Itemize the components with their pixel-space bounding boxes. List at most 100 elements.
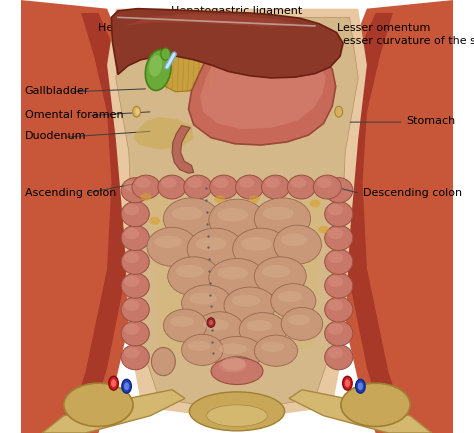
Ellipse shape [155,236,182,248]
Polygon shape [20,0,150,433]
Ellipse shape [124,252,139,263]
Ellipse shape [161,178,177,188]
Polygon shape [289,390,432,433]
Polygon shape [161,48,219,92]
Ellipse shape [313,175,341,199]
Ellipse shape [121,178,149,203]
Ellipse shape [335,106,343,117]
Ellipse shape [271,284,316,318]
Polygon shape [189,37,336,145]
Ellipse shape [187,178,202,188]
Polygon shape [73,13,137,411]
Ellipse shape [211,358,263,385]
Ellipse shape [209,259,265,297]
Ellipse shape [168,257,219,296]
Ellipse shape [345,379,350,387]
Text: Omental foramen: Omental foramen [25,110,123,120]
Ellipse shape [64,383,133,427]
Ellipse shape [158,175,186,199]
Ellipse shape [281,233,307,246]
Text: retracted: retracted [232,29,283,40]
Ellipse shape [249,195,260,203]
Polygon shape [42,390,185,433]
Polygon shape [116,17,358,411]
Ellipse shape [124,276,139,287]
Ellipse shape [241,237,272,251]
Ellipse shape [239,313,287,347]
Ellipse shape [317,178,332,188]
Ellipse shape [161,48,170,60]
Ellipse shape [274,225,321,264]
Ellipse shape [356,379,365,393]
Ellipse shape [232,295,260,307]
Ellipse shape [109,376,118,390]
Ellipse shape [325,297,353,322]
Ellipse shape [121,225,149,250]
Ellipse shape [343,376,352,390]
Ellipse shape [207,318,215,327]
Ellipse shape [111,379,116,387]
Ellipse shape [262,175,290,199]
Ellipse shape [124,204,139,215]
Ellipse shape [287,314,310,325]
Ellipse shape [209,199,265,241]
Text: Lesser curvature of the stomach: Lesser curvature of the stomach [337,36,474,46]
Polygon shape [172,126,194,173]
Text: Hepatoduodenal ligament: Hepatoduodenal ligament [99,23,244,33]
Text: Hepatogastric ligament: Hepatogastric ligament [172,6,302,16]
Ellipse shape [152,347,175,375]
Ellipse shape [147,227,197,266]
Ellipse shape [218,356,256,381]
Ellipse shape [135,178,151,188]
Text: Descending colon: Descending colon [363,187,462,198]
Ellipse shape [196,237,227,251]
Ellipse shape [149,55,162,77]
Ellipse shape [325,178,353,203]
Ellipse shape [182,334,223,365]
Text: Lesser omentum: Lesser omentum [337,23,430,33]
Ellipse shape [325,201,353,226]
Ellipse shape [149,217,160,225]
Polygon shape [133,117,194,149]
Ellipse shape [124,300,139,311]
Ellipse shape [233,228,289,270]
Text: Liver (: Liver ( [193,29,229,40]
Ellipse shape [124,180,139,191]
Polygon shape [200,41,326,129]
Ellipse shape [190,392,284,431]
Ellipse shape [239,178,255,188]
Ellipse shape [261,342,284,352]
Ellipse shape [124,323,139,335]
Ellipse shape [121,297,149,322]
Ellipse shape [310,200,320,207]
Ellipse shape [325,249,353,275]
Ellipse shape [124,382,129,390]
Ellipse shape [175,265,204,278]
Ellipse shape [146,50,171,90]
Ellipse shape [222,357,246,370]
Ellipse shape [281,307,323,340]
Ellipse shape [325,225,353,250]
Text: Gallbladder: Gallbladder [25,86,89,96]
Ellipse shape [341,383,410,427]
Ellipse shape [187,228,244,270]
Ellipse shape [124,347,139,359]
Ellipse shape [263,207,294,220]
Polygon shape [124,14,298,27]
Ellipse shape [135,109,139,115]
Ellipse shape [210,175,238,199]
Ellipse shape [121,249,149,275]
Ellipse shape [328,180,343,191]
Ellipse shape [164,198,219,239]
Ellipse shape [325,345,353,370]
Ellipse shape [189,293,217,304]
Ellipse shape [255,198,310,239]
Polygon shape [337,13,401,411]
Ellipse shape [133,106,140,117]
Text: Ascending colon: Ascending colon [25,187,116,198]
Ellipse shape [328,252,343,263]
Ellipse shape [236,175,264,199]
Ellipse shape [170,316,194,327]
Ellipse shape [124,228,139,239]
Ellipse shape [203,319,229,330]
